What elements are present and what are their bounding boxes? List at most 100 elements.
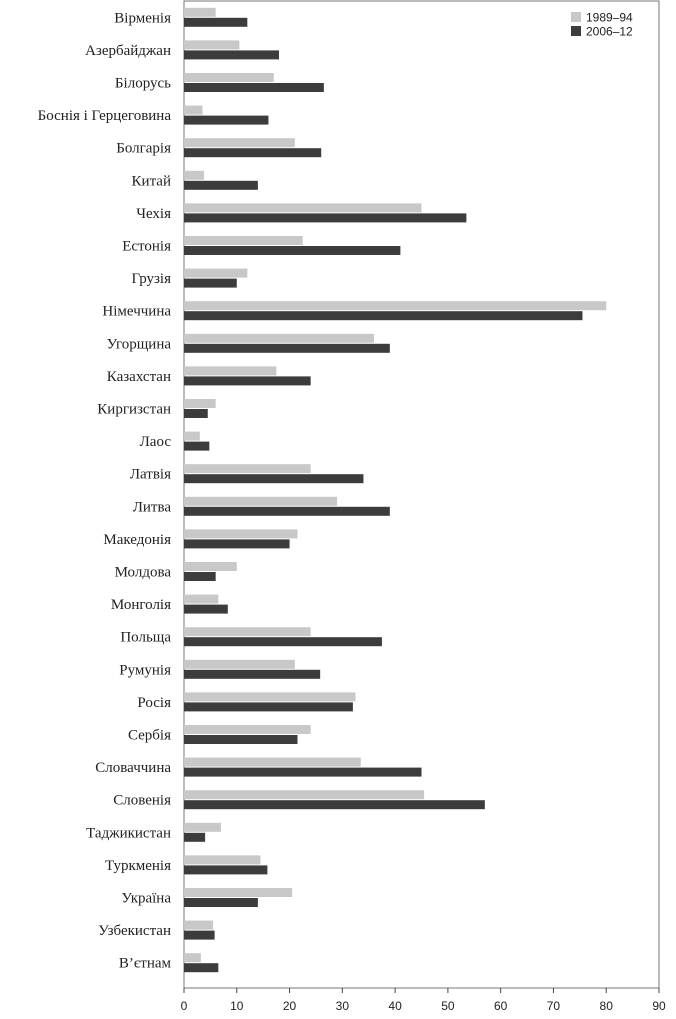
category-label: В’єтнам — [119, 956, 172, 972]
category-label: Сербія — [128, 728, 171, 744]
bar-series1 — [184, 431, 200, 441]
bar-series1 — [184, 594, 219, 604]
x-tick-label: 70 — [547, 999, 561, 1013]
bars — [184, 7, 607, 973]
category-label: Румунія — [119, 662, 171, 678]
legend-label: 2006–12 — [586, 25, 633, 39]
bar-series1 — [184, 464, 311, 474]
bar-series2 — [184, 898, 258, 907]
bar-series2 — [184, 506, 390, 516]
bar-series2 — [184, 702, 353, 712]
category-label: Македонія — [103, 532, 171, 548]
bar-series2 — [184, 376, 311, 386]
bar-series2 — [184, 409, 208, 418]
category-label: Болгарія — [116, 141, 171, 157]
x-tick-label: 40 — [388, 999, 402, 1013]
bar-series1 — [184, 855, 261, 865]
bar-series2 — [184, 539, 290, 549]
x-tick-label: 80 — [600, 999, 614, 1013]
bar-series1 — [184, 920, 214, 930]
category-label: Киргизстан — [97, 402, 171, 418]
category-label: Словенія — [113, 793, 171, 809]
plot-frame — [183, 0, 660, 989]
bar-series1 — [184, 659, 295, 669]
bar-series1 — [184, 73, 274, 82]
category-label: Росія — [137, 695, 171, 711]
x-tick-label: 20 — [283, 999, 297, 1013]
bar-series1 — [184, 953, 201, 963]
bar-series2 — [184, 604, 228, 614]
bar-series2 — [184, 180, 258, 190]
category-label: Китай — [132, 173, 171, 189]
bar-series2 — [184, 767, 422, 777]
category-label: Латвія — [130, 467, 171, 483]
bar-series1 — [184, 822, 221, 832]
bar-series2 — [184, 17, 248, 27]
bar-series1 — [184, 627, 311, 637]
bar-series2 — [184, 343, 390, 353]
bar-series1 — [184, 203, 422, 213]
category-label: Литва — [133, 499, 172, 515]
bar-series1 — [184, 105, 203, 115]
bar-series1 — [184, 496, 338, 506]
category-label: Естонія — [122, 239, 171, 255]
category-label: Узбекистан — [98, 923, 171, 939]
x-tick-label: 0 — [181, 999, 188, 1013]
category-label: Грузія — [131, 271, 171, 287]
bar-series1 — [184, 268, 248, 278]
category-label: Таджикистан — [86, 825, 171, 841]
x-tick-label: 10 — [230, 999, 244, 1013]
bar-series2 — [184, 50, 279, 60]
category-label: Монголія — [111, 597, 171, 613]
category-label: Вірменія — [114, 10, 171, 26]
bar-series1 — [184, 529, 298, 539]
bar-series1 — [184, 236, 303, 245]
legend-label: 1989–94 — [586, 11, 633, 25]
bar-series1 — [184, 399, 216, 408]
bar-series2 — [184, 474, 364, 484]
bar-series1 — [184, 40, 240, 50]
bar-series1 — [184, 138, 295, 148]
category-label: Словаччина — [95, 760, 171, 776]
bar-series1 — [184, 366, 277, 376]
bar-series2 — [184, 800, 485, 810]
bar-series2 — [184, 572, 216, 581]
bar-series2 — [184, 637, 382, 647]
x-tick-label: 50 — [441, 999, 455, 1013]
category-label: Молдова — [115, 565, 172, 581]
category-label: Боснія і Герцеговина — [38, 108, 172, 124]
category-label: Лаос — [140, 434, 172, 450]
bar-series1 — [184, 170, 205, 180]
bar-series2 — [184, 865, 268, 875]
category-label: Білорусь — [115, 76, 171, 92]
category-label: Німеччина — [102, 304, 171, 320]
bar-series1 — [184, 757, 361, 767]
bar-series2 — [184, 115, 269, 125]
bar-series1 — [184, 888, 293, 897]
category-label: Україна — [121, 891, 171, 907]
x-axis: 0 10 20 30 40 50 60 70 80 90 — [181, 988, 666, 1013]
bar-series2 — [184, 735, 298, 744]
bar-series2 — [184, 963, 219, 973]
bar-series1 — [184, 692, 356, 702]
bar-series2 — [184, 832, 206, 842]
category-label: Чехія — [136, 206, 171, 222]
bar-series1 — [184, 301, 607, 311]
bar-series2 — [184, 213, 467, 223]
category-label: Угорщина — [107, 336, 172, 352]
category-labels: Вірменія Азербайджан Білорусь Боснія і Герц… — [38, 10, 172, 971]
category-label: Азербайджан — [85, 43, 171, 59]
bar-series1 — [184, 7, 216, 17]
bar-series2 — [184, 246, 401, 255]
legend-swatch — [571, 26, 581, 36]
bar-series2 — [184, 441, 210, 451]
bar-series2 — [184, 278, 237, 288]
x-tick-label: 30 — [336, 999, 350, 1013]
x-tick-label: 90 — [652, 999, 666, 1013]
category-label: Казахстан — [107, 369, 171, 385]
category-label: Туркменія — [105, 858, 171, 874]
bar-series1 — [184, 562, 237, 571]
category-label: Польща — [120, 630, 171, 646]
